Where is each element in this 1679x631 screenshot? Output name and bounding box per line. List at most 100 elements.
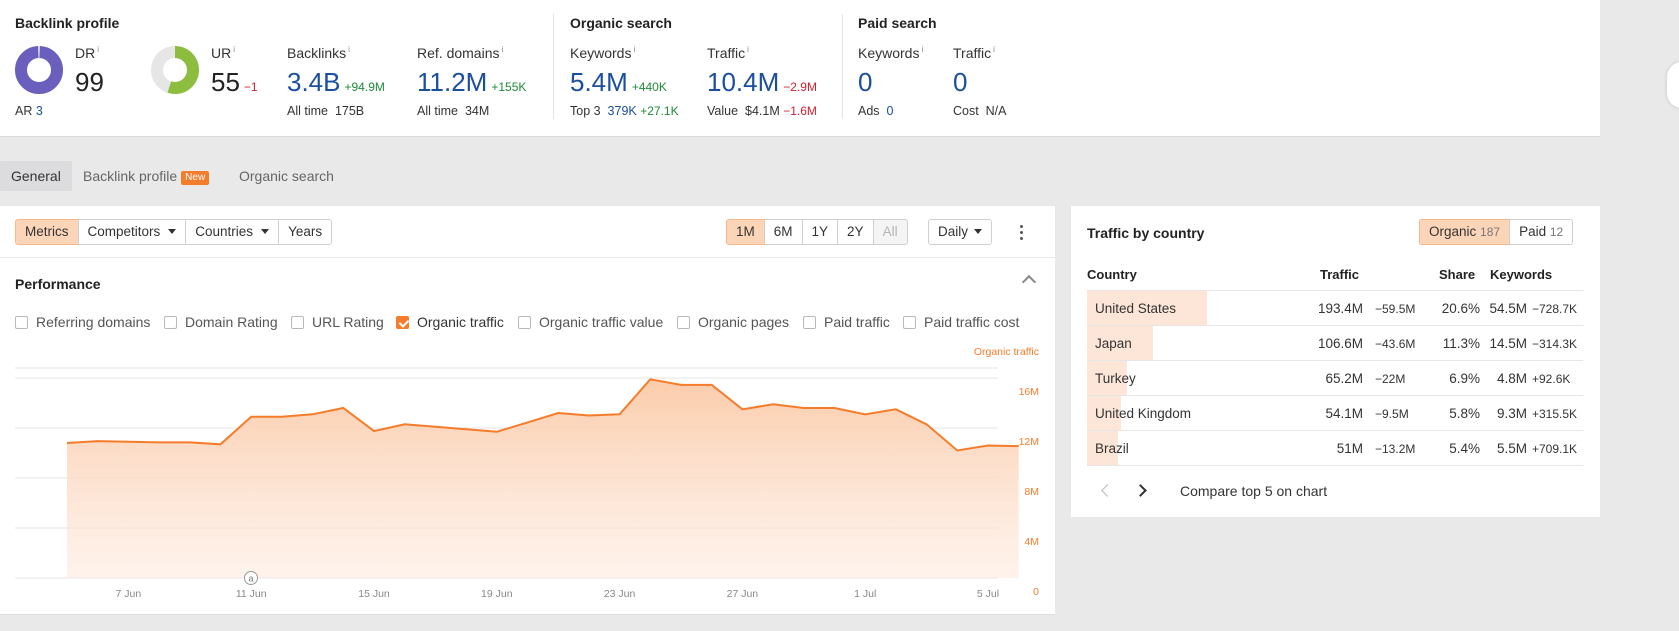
country-keywords[interactable]: 14.5M [1489, 336, 1527, 351]
chevron-down-icon [974, 229, 983, 234]
organic-traffic-value-row: 10.4M −2.9M [707, 68, 817, 96]
svg-text:a: a [248, 574, 253, 584]
country-share: 5.4% [1449, 441, 1480, 456]
checkbox [164, 316, 177, 329]
col-keywords[interactable]: Keywords [1490, 267, 1553, 282]
countries-button[interactable]: Countries [185, 219, 280, 245]
years-button[interactable]: Years [278, 219, 333, 245]
country-name[interactable]: Japan [1095, 336, 1132, 351]
range-6m-button[interactable]: 6M [763, 219, 803, 245]
interval-group: Daily [928, 219, 993, 245]
paid-traffic-label[interactable]: Traffic i [953, 45, 995, 61]
checkbox [15, 316, 28, 329]
compare-top5-link[interactable]: Compare top 5 on chart [1180, 483, 1328, 499]
range-group: 1M 6M 1Y 2Y All [726, 219, 908, 245]
country-traffic-delta: −22M [1375, 372, 1406, 386]
country-keywords[interactable]: 5.5M [1496, 441, 1527, 456]
x-tick-label: 7 Jun [116, 588, 142, 600]
checkbox [291, 316, 304, 329]
ref-domains-delta: +155K [491, 80, 527, 94]
chevron-down-icon [261, 229, 270, 234]
ur-label[interactable]: UR i [211, 45, 236, 61]
country-keywords[interactable]: 54.5M [1489, 301, 1527, 316]
ref-domains-value-row: 11.2M +155K [417, 68, 526, 96]
paid-toggle-button[interactable]: Paid 12 [1509, 219, 1574, 245]
interval-select[interactable]: Daily [928, 219, 993, 245]
country-keywords-delta: +92.6K [1532, 372, 1571, 386]
paid-traffic-value[interactable]: 0 [953, 67, 968, 97]
competitors-button[interactable]: Competitors [77, 219, 187, 245]
annotation-marker[interactable]: a [244, 571, 258, 585]
tab-backlink-profile[interactable]: Backlink profile New [72, 161, 220, 191]
ads-row: Ads 0 [858, 104, 894, 118]
divider [1087, 465, 1583, 466]
cb-domain-rating[interactable]: Domain Rating [164, 314, 278, 330]
info-icon: i [501, 45, 504, 55]
country-keywords-delta: +315.5K [1532, 407, 1578, 421]
backlinks-label[interactable]: Backlinks i [287, 45, 350, 61]
metrics-overview: Backlink profile DR i 99 AR 3 UR i 55 −1 Ba… [0, 0, 1600, 137]
country-traffic-delta: −13.2M [1375, 442, 1416, 456]
organic-traffic-label[interactable]: Traffic i [707, 45, 749, 61]
col-traffic[interactable]: Traffic [1320, 267, 1360, 282]
cb-paid-traffic[interactable]: Paid traffic [803, 314, 890, 330]
share-bar [1087, 431, 1118, 465]
range-2y-button[interactable]: 2Y [837, 219, 874, 245]
tab-general[interactable]: General [0, 161, 72, 191]
floating-scroll-handle[interactable] [1667, 62, 1679, 108]
country-keywords[interactable]: 4.8M [1496, 371, 1527, 386]
organic-keywords-delta: +440K [631, 80, 667, 94]
cb-organic-pages[interactable]: Organic pages [677, 314, 789, 330]
country-keywords-delta: −728.7K [1532, 302, 1578, 316]
divider [1087, 430, 1583, 431]
organic-keywords-value-row: 5.4M +440K [570, 68, 667, 96]
country-share: 5.8% [1449, 406, 1480, 421]
ar-value[interactable]: 3 [35, 104, 43, 118]
organic-traffic-chart[interactable]: 0 4M 8M 12M 16M 7 Jun 11 Jun 15 Jun 19 Jun 23 Ju… [0, 340, 1055, 610]
top3-row: Top 3 379K +27.1K [570, 104, 679, 118]
organic-traffic-delta: −2.9M [783, 80, 817, 94]
ref-domains-value[interactable]: 11.2M [417, 67, 488, 97]
country-name[interactable]: Turkey [1095, 371, 1136, 386]
range-1y-button[interactable]: 1Y [801, 219, 839, 245]
country-traffic-delta: −43.6M [1375, 337, 1416, 351]
col-country[interactable]: Country [1087, 267, 1137, 282]
country-name[interactable]: United Kingdom [1095, 406, 1192, 421]
organic-keywords-label[interactable]: Keywords i [570, 45, 636, 61]
x-tick-label: 11 Jun [236, 588, 267, 600]
backlinks-value[interactable]: 3.4B [287, 67, 341, 97]
backlinks-alltime: All time 175B [287, 104, 365, 118]
col-share[interactable]: Share [1439, 267, 1476, 282]
backlinks-delta: +94.9M [344, 80, 385, 94]
cb-organic-traffic-value[interactable]: Organic traffic value [518, 314, 663, 330]
x-tick-label: 27 Jun [727, 588, 759, 600]
metrics-button[interactable]: Metrics [15, 219, 79, 245]
more-options-icon[interactable] [1015, 223, 1027, 243]
info-icon: i [97, 45, 100, 55]
info-icon: i [233, 45, 236, 55]
paid-keywords-value[interactable]: 0 [858, 67, 873, 97]
tab-organic-search[interactable]: Organic search [239, 168, 334, 184]
ref-domains-label[interactable]: Ref. domains i [417, 45, 504, 61]
country-share: 20.6% [1441, 301, 1480, 316]
organic-keywords-value[interactable]: 5.4M [570, 67, 628, 97]
range-1m-button[interactable]: 1M [726, 219, 765, 245]
y-tick-label: 4M [1024, 536, 1039, 548]
cb-url-rating[interactable]: URL Rating [291, 314, 384, 330]
checkbox [903, 316, 916, 329]
country-name[interactable]: United States [1095, 301, 1177, 316]
dr-label[interactable]: DR i [75, 45, 100, 61]
paid-keywords-label[interactable]: Keywords i [858, 45, 924, 61]
organic-toggle-button[interactable]: Organic 187 [1419, 219, 1511, 245]
country-name[interactable]: Brazil [1095, 441, 1129, 456]
organic-traffic-value[interactable]: 10.4M [707, 67, 780, 97]
country-keywords[interactable]: 9.3M [1496, 406, 1527, 421]
cb-organic-traffic[interactable]: Organic traffic [396, 314, 504, 330]
divider [1087, 395, 1583, 396]
country-traffic: 106.6M [1317, 336, 1363, 351]
ur-donut-icon [151, 46, 199, 94]
cb-referring-domains[interactable]: Referring domains [15, 314, 150, 330]
range-all-button[interactable]: All [872, 219, 908, 245]
series-label: Organic traffic [974, 346, 1039, 358]
cb-paid-traffic-cost[interactable]: Paid traffic cost [903, 314, 1019, 330]
